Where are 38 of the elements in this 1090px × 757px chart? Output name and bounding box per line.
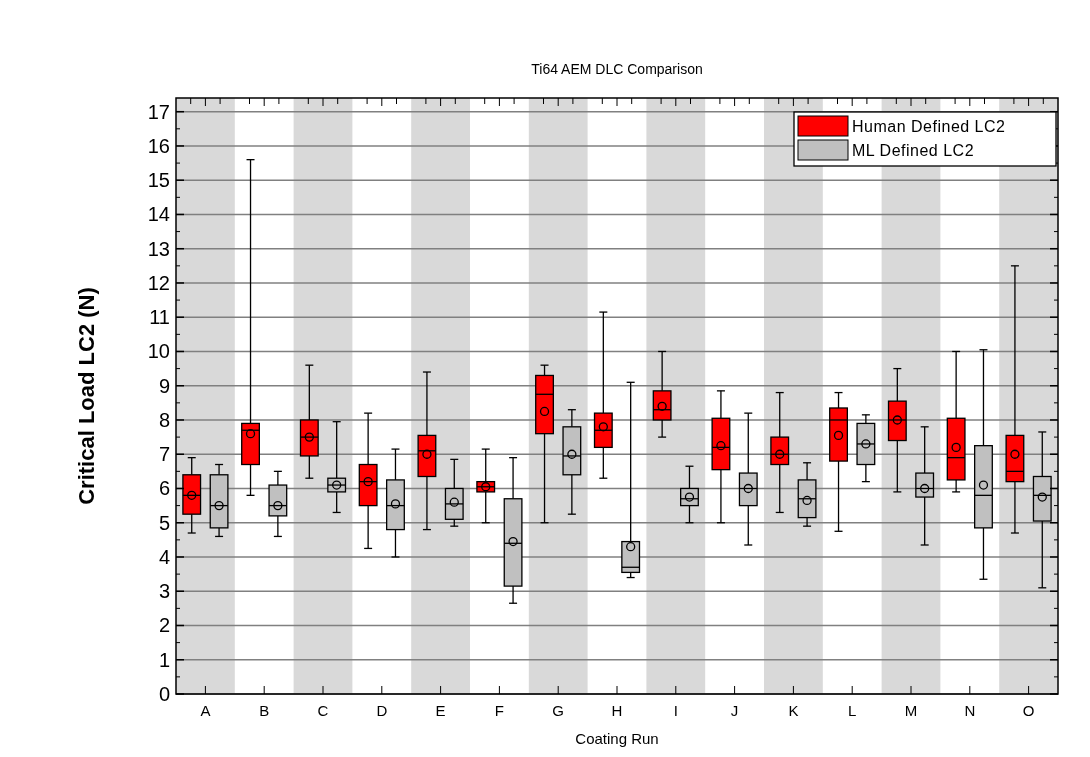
x-tick-label: G	[552, 702, 565, 719]
y-tick-label: 11	[149, 306, 170, 329]
x-tick-label: I	[673, 702, 678, 719]
chart-title: Ti64 AEM DLC Comparison	[531, 61, 703, 77]
y-tick-label: 14	[147, 203, 170, 226]
y-tick-label: 0	[158, 683, 170, 705]
y-tick-label: 4	[158, 545, 170, 568]
x-tick-label: F	[494, 702, 504, 719]
x-tick-label: M	[904, 702, 918, 719]
x-tick-label: B	[259, 702, 270, 719]
y-tick-label: 5	[158, 511, 170, 534]
legend-label: Human Defined LC2	[852, 117, 1006, 135]
x-tick-label: C	[317, 702, 329, 719]
y-axis-title: Critical Load LC2 (N)	[74, 287, 99, 505]
x-tick-label: A	[200, 702, 211, 719]
y-tick-label: 6	[158, 477, 170, 500]
y-tick-label: 1	[158, 648, 170, 671]
x-tick-label: E	[435, 702, 446, 719]
y-tick-label: 3	[158, 580, 170, 603]
y-tick-label: 10	[147, 340, 170, 363]
x-tick-label: J	[730, 702, 739, 719]
y-tick-label: 2	[158, 614, 170, 637]
x-tick-label: K	[788, 702, 799, 719]
x-axis-title: Coating Run	[575, 730, 659, 747]
x-tick-label: O	[1022, 702, 1035, 719]
y-tick-label: 13	[147, 237, 170, 260]
x-tick-label: N	[964, 702, 976, 719]
y-tick-label: 17	[147, 100, 170, 123]
legend-label: ML Defined LC2	[852, 141, 975, 159]
y-tick-label: 16	[147, 134, 170, 157]
x-tick-label: H	[611, 702, 623, 719]
y-tick-label: 15	[147, 169, 170, 192]
y-tick-label: 7	[158, 443, 170, 466]
x-tick-label: L	[848, 702, 857, 719]
y-tick-label: 9	[158, 374, 170, 397]
y-tick-label: 8	[158, 408, 170, 431]
y-tick-label: 12	[147, 271, 170, 294]
x-tick-label: D	[376, 702, 388, 719]
